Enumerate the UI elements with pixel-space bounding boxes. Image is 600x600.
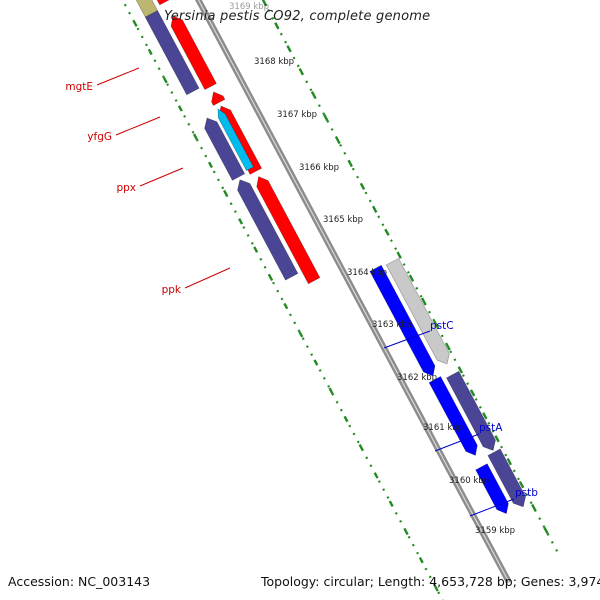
inner-tick-mark [132,20,138,27]
inner-tick-mark [328,387,334,394]
tick-mark [457,366,464,374]
tick-mark [347,159,353,168]
inner-tick-mark [418,556,424,564]
feature-cds-pstC [369,264,436,377]
tick-mark [531,503,537,512]
feature-cds-mgtE [170,15,217,91]
leader-line-pstA [434,433,480,452]
feature-cds-ppk [256,176,321,285]
inner-tick-mark [162,76,168,84]
gene-label-ppx: ppx [116,182,136,194]
inner-tick-mark [343,415,349,423]
gene-label-yfgG: yfgG [87,131,112,143]
inner-tick-mark [207,161,213,169]
tick-mark [323,113,329,122]
backbone-highlight [197,0,510,583]
feature-cog-pstB [487,448,526,508]
inner-tick-mark [373,472,379,479]
tick-mark [420,297,427,305]
tick-mark [482,412,488,420]
tick-label: 3164 kbp [347,268,387,278]
gene-label-ppk: ppk [162,284,182,296]
feature-cds-pstA [428,376,478,456]
leader-line-ppk [184,267,231,289]
tick-mark [518,480,525,489]
tick-mark [335,136,341,145]
feature-cog-pstC [385,257,450,365]
feature-cds-pstB [475,463,509,515]
inner-tick-mark [147,48,153,56]
summary-text: Topology: circular; Length: 4,653,728 bp… [261,574,600,589]
tick-mark [543,526,549,535]
leader-line-pstb [469,498,515,517]
inner-tick-mark [177,105,183,112]
inner-tick-mark [298,331,304,338]
inner-tick-mark [433,585,439,592]
tick-mark [298,68,304,76]
inner-tick-mark [253,246,259,253]
tick-mark [445,343,451,351]
tick-label: 3165 kbp [323,215,363,225]
tick-mark [286,45,292,53]
inner-tick-mark [283,302,289,310]
tick-mark [396,251,402,259]
tick-mark [408,274,415,282]
tick-label: 3167 kbp [277,110,317,120]
gene-label-pstC: pstC [430,320,454,332]
inner-tick-mark [388,500,394,507]
leader-line-pstC [383,330,431,349]
tick-mark [274,22,280,30]
feature-cog-mgtE [144,10,200,96]
map-title: Yersinia pestis CO92, complete genome [164,9,431,24]
feature-cog-ppx [237,179,299,281]
tick-mark [494,435,500,443]
leader-line-yfgG [115,116,161,136]
gene-label-mgtE: mgtE [65,81,93,93]
leader-line-ppx [139,167,184,187]
inner-tick-mark [268,274,274,282]
tick-label: 3159 kbp [475,526,515,536]
gene-label-pstA: pstA [479,422,503,434]
tick-mark [506,458,512,466]
tick-mark [310,90,317,99]
leader-line-mgtE [96,67,140,86]
inner-tick-mark [313,359,319,366]
tick-mark [384,228,390,236]
tick-mark [372,205,378,213]
backbone-line [195,0,512,584]
feature-cog-light-blue [217,108,254,172]
inner-tick-mark [403,528,409,536]
tick-label: 3162 kbp [397,373,437,383]
tick-mark [469,389,476,397]
inner-tick-mark [238,218,244,225]
inner-ring-dots [121,0,444,600]
tick-mark [261,0,268,7]
tick-label: 3169 kbp [229,2,269,12]
accession-text: Accession: NC_003143 [8,574,151,589]
gene-label-pstb: pstb [515,487,538,499]
inner-tick-mark [192,133,198,140]
feature-cds-top-block [156,0,170,6]
inner-tick-mark [223,189,229,197]
tick-label: 3166 kbp [299,163,339,173]
tick-mark [359,182,366,191]
tick-label: 3161 kbp [423,423,463,433]
tick-label: 3163 kbp [372,320,412,330]
feature-cog-yfgG [204,117,246,181]
feature-cds-small [211,91,226,106]
tick-label: 3168 kbp [254,57,294,67]
tick-mark [433,320,439,328]
inner-tick-mark [358,444,364,451]
tick-label: 3160 kbp [449,476,489,486]
